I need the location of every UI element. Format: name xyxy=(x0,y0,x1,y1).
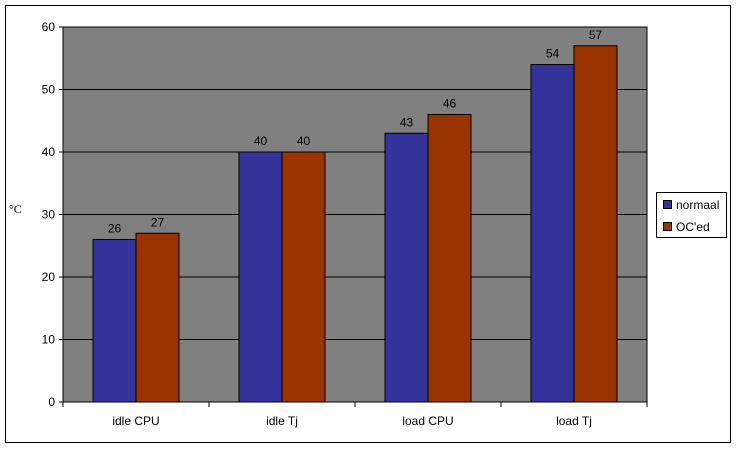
data-label-0-1: 40 xyxy=(254,134,268,148)
x-tick-labels: idle CPU idle Tj load CPU load Tj xyxy=(112,414,592,428)
y-tick-label-4: 40 xyxy=(42,145,56,159)
legend-swatch-oced xyxy=(663,222,672,231)
x-tick-label-3: load Tj xyxy=(556,414,592,428)
bar-1-2 xyxy=(427,114,472,403)
data-labels: 26 27 40 40 43 46 54 57 xyxy=(108,28,603,236)
bars xyxy=(92,45,618,403)
data-label-1-0: 27 xyxy=(151,215,165,229)
data-label-0-2: 43 xyxy=(400,115,414,129)
data-label-1-1: 40 xyxy=(297,134,311,148)
bar-1-1 xyxy=(281,151,326,403)
data-label-0-3: 54 xyxy=(546,47,560,61)
data-label-1-3: 57 xyxy=(589,28,603,42)
bar-0-1 xyxy=(238,151,283,403)
bar-0-2 xyxy=(384,132,429,403)
y-axis-label: °C xyxy=(9,202,22,216)
legend-item-oced: OC'ed xyxy=(663,220,710,234)
data-label-1-2: 46 xyxy=(443,97,457,111)
legend-label-oced: OC'ed xyxy=(676,220,710,234)
x-tick-label-2: load CPU xyxy=(402,414,453,428)
y-tick-label-2: 20 xyxy=(42,270,56,284)
y-tick-label-6: 60 xyxy=(42,20,56,34)
y-tick-labels: 0 10 20 30 40 50 60 xyxy=(42,20,56,409)
bar-1-0 xyxy=(135,232,180,403)
y-tick-label-0: 0 xyxy=(48,395,55,409)
axes xyxy=(59,26,648,407)
legend-swatch-normaal xyxy=(663,200,672,209)
x-tick-label-1: idle Tj xyxy=(266,414,298,428)
data-label-0-0: 26 xyxy=(108,222,122,236)
legend-item-normaal: normaal xyxy=(663,198,719,212)
x-tick-label-0: idle CPU xyxy=(112,414,159,428)
y-tick-label-5: 50 xyxy=(42,83,56,97)
y-tick-label-1: 10 xyxy=(42,333,56,347)
bar-0-3 xyxy=(530,64,575,403)
bar-0-0 xyxy=(92,239,137,403)
legend-label-normaal: normaal xyxy=(676,198,720,212)
bar-1-3 xyxy=(573,45,618,403)
legend: normaal OC'ed xyxy=(656,192,727,238)
y-tick-label-3: 30 xyxy=(42,208,56,222)
